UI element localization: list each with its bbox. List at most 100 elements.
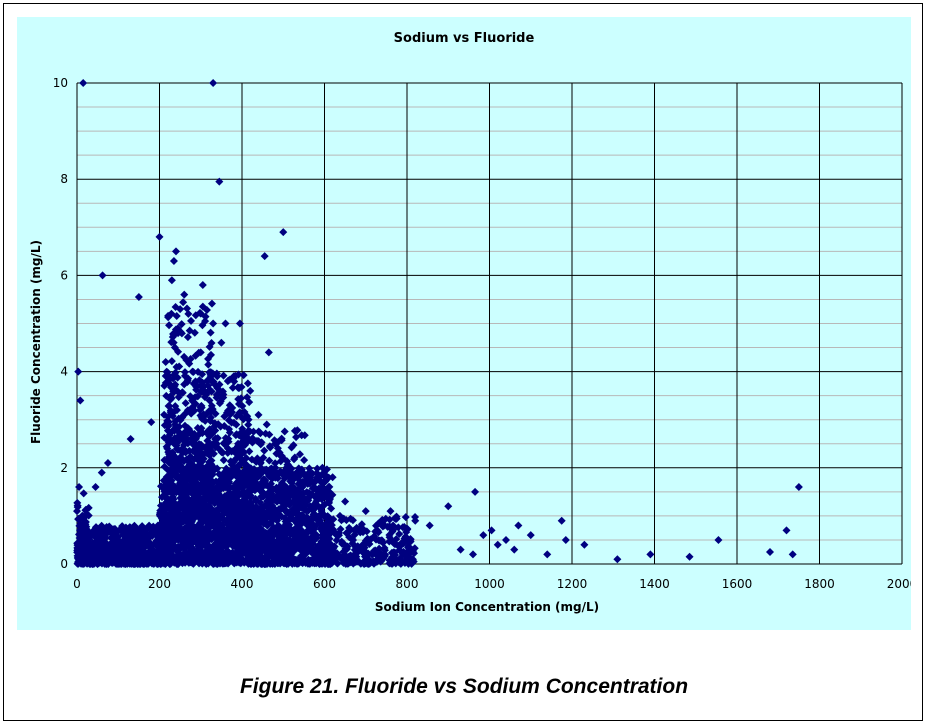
data-point (73, 503, 82, 512)
data-point (168, 456, 177, 465)
data-point (543, 550, 552, 559)
data-point (257, 469, 266, 478)
data-point (157, 551, 166, 560)
data-point (363, 538, 372, 547)
data-point (209, 79, 218, 87)
data-point (479, 531, 488, 540)
data-point (248, 481, 257, 490)
data-point (268, 544, 277, 553)
data-point (386, 507, 395, 516)
data-point (168, 520, 177, 529)
data-point (175, 503, 184, 512)
data-point (327, 521, 336, 530)
data-point (358, 546, 367, 555)
data-point (233, 480, 242, 489)
data-point (279, 545, 288, 554)
data-point (266, 443, 275, 452)
data-point (219, 393, 228, 402)
data-point (186, 354, 195, 363)
data-point (514, 521, 523, 530)
data-point (176, 531, 185, 540)
data-point (180, 380, 189, 389)
data-point (176, 416, 185, 425)
data-point (190, 494, 199, 503)
data-point (119, 537, 128, 546)
data-point (261, 476, 270, 485)
data-point (178, 388, 187, 397)
data-point (233, 503, 242, 512)
data-point (165, 439, 174, 448)
data-point (646, 550, 655, 559)
data-point (293, 535, 302, 544)
data-point (248, 469, 257, 478)
data-point (252, 457, 261, 466)
data-point (235, 319, 244, 328)
data-point (238, 402, 247, 411)
data-point (292, 486, 301, 495)
data-point (346, 514, 355, 523)
data-point (471, 487, 480, 496)
data-point (153, 521, 162, 530)
data-point (314, 502, 323, 511)
data-point (207, 299, 216, 308)
data-point (228, 403, 237, 412)
data-point (174, 461, 183, 470)
data-point (169, 535, 178, 544)
data-point (239, 498, 248, 507)
data-point (182, 501, 191, 510)
data-point (288, 482, 297, 491)
data-point (204, 360, 213, 369)
data-point (245, 427, 254, 436)
data-point (298, 492, 307, 501)
data-point (259, 453, 268, 462)
data-point (169, 508, 178, 517)
data-point (189, 501, 198, 510)
data-point (168, 556, 177, 565)
data-point (327, 504, 336, 513)
data-point (189, 532, 198, 541)
data-point (234, 519, 243, 528)
data-point (197, 381, 206, 390)
data-point (165, 379, 174, 388)
data-point (224, 437, 233, 446)
data-point (169, 463, 178, 472)
data-point (266, 519, 275, 528)
data-point (444, 502, 453, 511)
data-point (374, 519, 383, 528)
data-point (196, 402, 205, 411)
data-point (280, 474, 289, 483)
data-point (167, 276, 176, 285)
data-point (285, 500, 294, 509)
data-point (269, 526, 278, 535)
data-point (273, 543, 282, 552)
data-point (255, 486, 264, 495)
data-point (239, 415, 248, 424)
data-point (766, 547, 774, 556)
data-point (192, 381, 201, 390)
data-point (309, 514, 318, 523)
data-point (176, 478, 185, 487)
data-point (311, 510, 320, 519)
data-point (169, 450, 178, 459)
data-point (493, 540, 502, 549)
data-point (320, 465, 329, 474)
data-point (82, 548, 91, 557)
data-point (265, 456, 274, 465)
data-point (302, 488, 311, 497)
data-point (383, 522, 392, 531)
data-point (306, 502, 315, 511)
data-point (219, 456, 228, 465)
data-point (174, 518, 183, 527)
data-point (171, 420, 180, 429)
data-point (370, 532, 379, 541)
data-point (122, 527, 131, 536)
data-point (217, 338, 226, 347)
data-point (238, 526, 247, 535)
data-point (361, 507, 370, 516)
data-point (287, 514, 296, 523)
data-point (187, 508, 196, 517)
data-point (304, 522, 313, 531)
data-point (160, 462, 169, 471)
data-point (97, 468, 106, 477)
data-point (134, 293, 143, 302)
